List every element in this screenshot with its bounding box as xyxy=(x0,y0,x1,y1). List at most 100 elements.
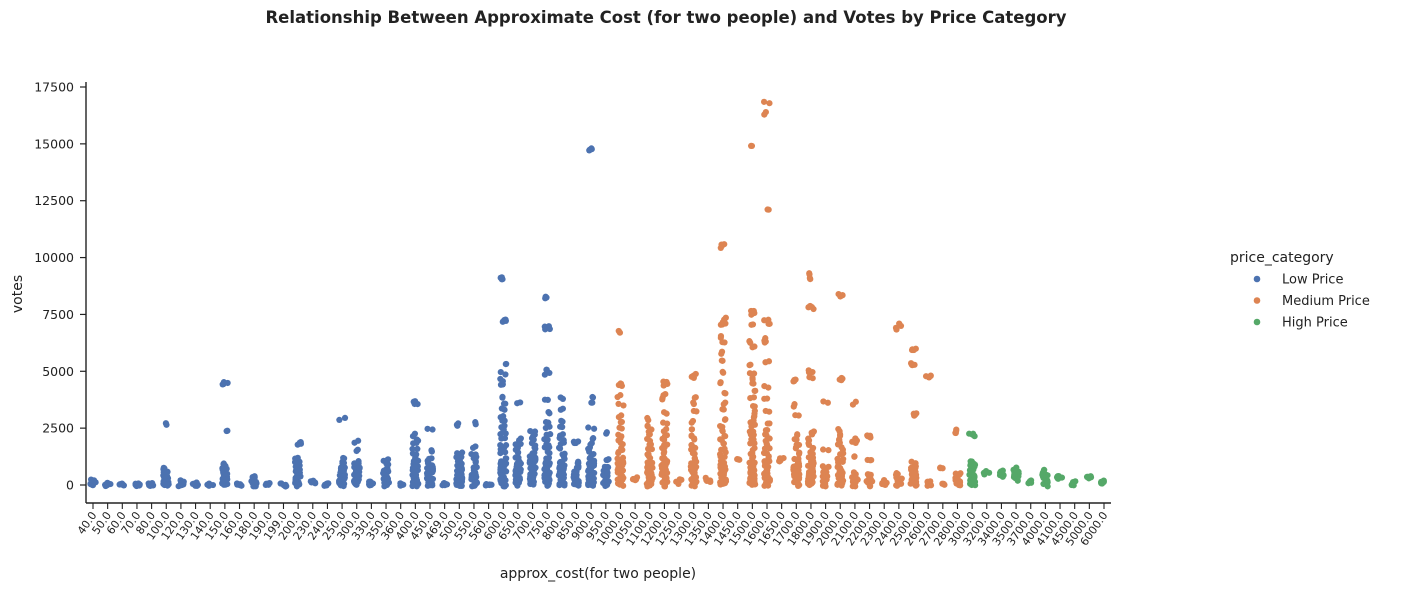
data-point xyxy=(746,370,754,377)
data-point xyxy=(589,393,596,401)
data-point xyxy=(967,460,975,467)
data-point xyxy=(542,419,550,426)
data-point xyxy=(1040,466,1048,474)
data-point xyxy=(409,433,417,440)
data-point xyxy=(497,369,504,376)
data-point xyxy=(341,414,349,421)
legend-marker xyxy=(1253,297,1261,304)
data-point xyxy=(766,420,773,427)
data-point xyxy=(663,425,670,433)
data-point xyxy=(913,410,920,417)
data-point xyxy=(604,469,611,476)
data-point xyxy=(721,389,728,397)
data-point xyxy=(939,465,946,472)
x-axis-label: approx_cost(for two people) xyxy=(500,566,696,582)
data-point xyxy=(691,450,698,457)
data-point xyxy=(908,458,915,465)
data-point xyxy=(512,454,519,461)
data-point xyxy=(688,460,695,467)
data-point xyxy=(618,418,625,426)
data-point xyxy=(429,426,436,433)
data-point xyxy=(644,414,651,422)
data-point xyxy=(498,405,505,412)
data-point xyxy=(644,423,651,430)
data-point xyxy=(545,454,553,461)
data-point xyxy=(265,481,272,488)
data-point xyxy=(414,437,422,444)
data-point xyxy=(661,455,668,462)
data-point xyxy=(618,433,625,440)
data-point xyxy=(807,276,814,283)
y-tick-label: 15000 xyxy=(34,136,74,151)
data-point xyxy=(892,324,900,331)
data-point xyxy=(898,475,905,482)
data-point xyxy=(529,450,536,457)
data-point xyxy=(310,477,317,484)
data-point xyxy=(367,478,374,486)
data-point xyxy=(605,478,612,485)
data-point xyxy=(541,371,548,378)
data-point xyxy=(468,450,475,458)
y-tick-label: 2500 xyxy=(42,421,74,436)
data-point xyxy=(691,394,698,401)
data-point xyxy=(840,455,847,463)
data-point xyxy=(630,475,637,483)
y-tick-label: 12500 xyxy=(34,193,74,208)
data-point xyxy=(721,416,729,423)
data-point xyxy=(454,450,461,457)
data-point xyxy=(804,478,812,485)
y-tick-label: 10000 xyxy=(34,250,74,265)
data-point xyxy=(499,393,506,400)
data-point xyxy=(966,467,974,474)
data-point xyxy=(526,457,534,464)
data-point xyxy=(136,482,143,489)
chart-title: Relationship Between Approximate Cost (f… xyxy=(265,8,1066,27)
data-point xyxy=(764,206,771,213)
data-point xyxy=(751,403,758,410)
data-point xyxy=(585,424,592,431)
data-point xyxy=(1027,477,1035,484)
data-point xyxy=(499,378,506,385)
data-point xyxy=(543,366,550,373)
data-point xyxy=(747,361,754,368)
data-point xyxy=(792,376,799,383)
data-point xyxy=(205,482,213,489)
data-point xyxy=(864,432,871,439)
y-tick-label: 0 xyxy=(66,478,74,493)
data-point xyxy=(749,321,757,328)
data-point xyxy=(750,307,757,315)
data-point xyxy=(760,98,768,105)
data-point xyxy=(1069,478,1077,486)
data-point xyxy=(645,451,652,458)
data-point xyxy=(220,379,227,386)
data-point xyxy=(544,448,551,456)
data-point xyxy=(1013,466,1020,474)
data-point xyxy=(748,142,756,150)
data-point xyxy=(750,436,757,443)
data-point xyxy=(693,408,700,415)
data-point xyxy=(380,457,387,464)
data-point xyxy=(722,433,729,440)
data-point xyxy=(761,383,768,390)
data-point xyxy=(851,476,859,483)
data-point xyxy=(543,294,550,301)
data-point xyxy=(678,476,685,483)
data-point xyxy=(501,422,508,429)
legend: price_category Low Price Medium Price High… xyxy=(1230,250,1370,331)
data-point xyxy=(691,455,698,463)
data-point xyxy=(574,460,581,467)
data-point xyxy=(558,417,565,424)
data-point xyxy=(354,446,361,453)
data-point xyxy=(718,357,725,364)
data-point xyxy=(620,402,627,409)
data-point xyxy=(87,476,95,483)
data-point xyxy=(751,444,758,452)
data-point xyxy=(558,460,565,467)
data-point xyxy=(502,455,509,462)
y-tick-label: 7500 xyxy=(42,307,74,322)
data-point xyxy=(541,323,548,330)
data-point xyxy=(512,446,519,453)
data-point xyxy=(545,442,552,449)
data-point xyxy=(690,400,697,408)
